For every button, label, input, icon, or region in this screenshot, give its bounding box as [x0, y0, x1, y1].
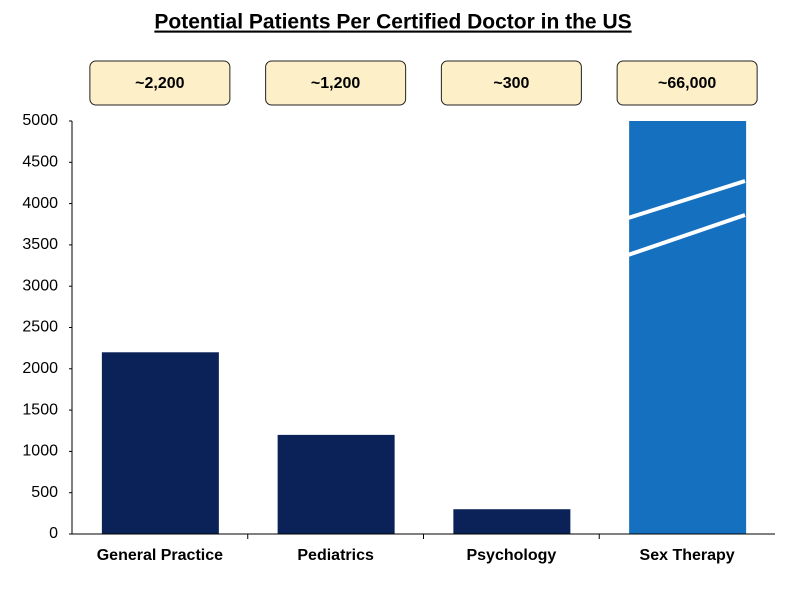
y-tick-label: 500: [31, 484, 58, 501]
value-label: ~1,200: [311, 75, 360, 92]
bar: [277, 434, 395, 534]
y-tick-label: 4500: [22, 154, 58, 171]
x-tick-label: Psychology: [466, 547, 556, 564]
value-label-box: [265, 60, 407, 106]
chart-title: Potential Patients Per Certified Doctor …: [154, 11, 631, 34]
x-tick-label: Sex Therapy: [640, 547, 735, 564]
y-tick-label: 0: [49, 525, 58, 542]
y-tick-label: 3500: [22, 236, 58, 253]
break-line: [627, 179, 746, 220]
value-label-box: [89, 60, 231, 106]
value-label: ~2,200: [135, 75, 184, 92]
break-line: [627, 213, 746, 257]
value-label-box: [616, 60, 758, 106]
value-label: ~300: [493, 75, 529, 92]
axis-break: [627, 179, 746, 257]
plot-area: [101, 121, 747, 534]
y-tick-label: 2500: [22, 319, 58, 336]
y-tick-label: 5000: [22, 112, 58, 129]
y-tick-label: 2000: [22, 360, 58, 377]
bar: [629, 121, 747, 534]
bar: [101, 352, 219, 534]
y-tick-label: 1500: [22, 401, 58, 418]
value-label-box: [440, 60, 582, 106]
y-tick-label: 3000: [22, 277, 58, 294]
value-label: ~66,000: [658, 75, 716, 92]
x-tick-label: Pediatrics: [297, 547, 374, 564]
bar: [453, 509, 571, 534]
x-tick-label: General Practice: [97, 547, 223, 564]
y-tick-label: 4000: [22, 195, 58, 212]
y-tick-label: 1000: [22, 443, 58, 460]
